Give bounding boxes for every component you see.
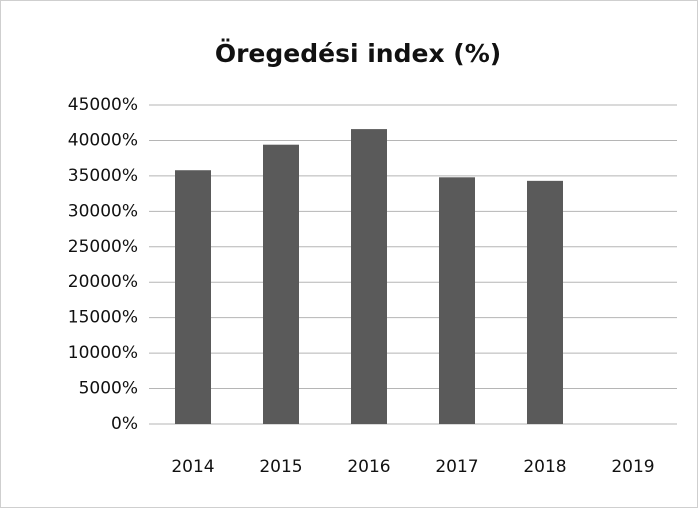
y-tick-label: 45000%: [68, 95, 138, 115]
bar: [527, 180, 563, 424]
y-tick-label: 40000%: [68, 130, 138, 150]
y-tick-label: 5000%: [79, 379, 138, 399]
y-tick-label: 20000%: [68, 272, 138, 292]
bar: [351, 129, 387, 424]
x-tick-label: 2019: [611, 457, 654, 477]
x-tick-label: 2018: [523, 457, 566, 477]
x-tick-label: 2015: [259, 457, 302, 477]
bar: [439, 177, 475, 424]
y-tick-label: 15000%: [68, 308, 138, 328]
bar: [263, 144, 299, 424]
y-tick-label: 25000%: [68, 237, 138, 257]
y-tick-label: 35000%: [68, 166, 138, 186]
x-tick-label: 2014: [171, 457, 214, 477]
x-tick-label: 2016: [347, 457, 390, 477]
y-tick-label: 0%: [111, 414, 138, 434]
y-tick-label: 10000%: [68, 343, 138, 363]
chart-title: Öregedési index (%): [215, 38, 501, 68]
y-tick-label: 30000%: [68, 201, 138, 221]
bar: [175, 170, 211, 424]
x-tick-label: 2017: [435, 457, 478, 477]
